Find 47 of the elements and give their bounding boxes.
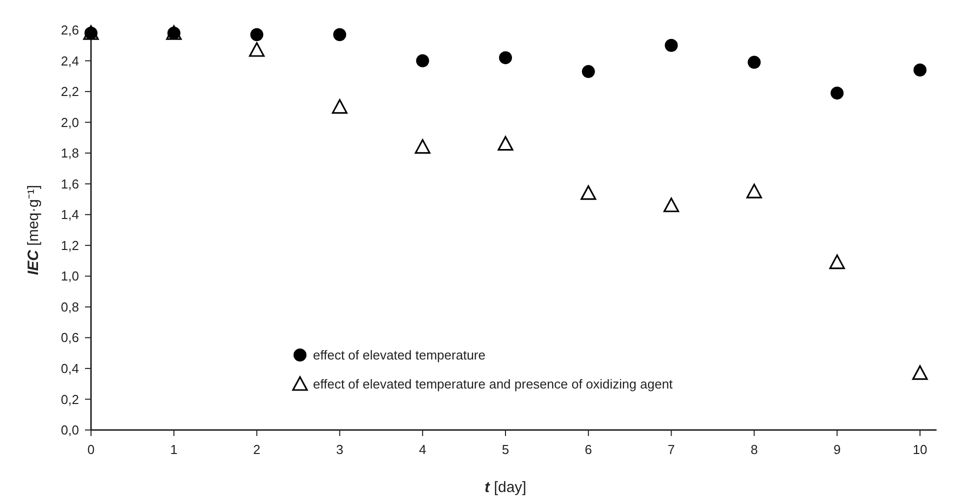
point bbox=[582, 65, 595, 78]
y-tick-label: 1,6 bbox=[60, 176, 79, 192]
x-tick-label: 3 bbox=[336, 442, 344, 457]
point bbox=[746, 184, 762, 198]
x-tick-label: 1 bbox=[170, 442, 178, 457]
x-tick-label: 4 bbox=[418, 442, 426, 457]
x-tick-label: 10 bbox=[912, 442, 928, 457]
point bbox=[499, 51, 512, 64]
y-tick-label: 1,4 bbox=[60, 207, 79, 222]
y-tick-label: 1,8 bbox=[60, 146, 79, 161]
x-axis-title: t [day] bbox=[484, 479, 526, 496]
y-tick-label: 0,2 bbox=[60, 392, 79, 407]
point bbox=[580, 185, 596, 200]
point bbox=[748, 56, 761, 69]
x-tick-label: 9 bbox=[833, 442, 841, 457]
point bbox=[249, 42, 265, 57]
point bbox=[416, 54, 430, 68]
point bbox=[414, 139, 430, 154]
point bbox=[664, 198, 680, 212]
y-tick-label: 0,0 bbox=[60, 422, 79, 438]
y-tick-label: 2,6 bbox=[60, 22, 79, 38]
point bbox=[664, 38, 678, 52]
y-tick-label: 1,0 bbox=[60, 268, 79, 284]
legend-label: effect of elevated temperature bbox=[313, 348, 486, 363]
y-tick-label: 2,0 bbox=[60, 114, 79, 130]
y-tick-label: 2,2 bbox=[60, 84, 79, 100]
y-tick-label: 0,4 bbox=[60, 361, 79, 376]
point bbox=[830, 86, 844, 100]
point bbox=[332, 99, 348, 114]
legend-label: effect of elevated temperature and presence of oxidizing agent bbox=[313, 376, 674, 392]
x-tick-label: 7 bbox=[668, 442, 675, 457]
y-tick-label: 0,6 bbox=[60, 330, 79, 346]
y-tick-label: 0,8 bbox=[60, 299, 79, 314]
x-tick-label: 5 bbox=[502, 442, 510, 457]
y-axis-title: IEC [meq·g⁻¹] bbox=[25, 184, 42, 276]
point bbox=[829, 254, 845, 270]
x-tick-label: 6 bbox=[584, 442, 592, 457]
x-tick-label: 8 bbox=[750, 442, 758, 457]
y-tick-label: 2,4 bbox=[60, 53, 79, 68]
y-tick-label: 1,2 bbox=[60, 238, 79, 253]
point bbox=[912, 365, 928, 380]
point bbox=[333, 28, 346, 42]
x-tick-label: 2 bbox=[253, 442, 260, 457]
point bbox=[914, 64, 926, 76]
x-tick-label: 0 bbox=[87, 442, 95, 457]
point bbox=[250, 28, 264, 42]
point bbox=[498, 136, 514, 151]
